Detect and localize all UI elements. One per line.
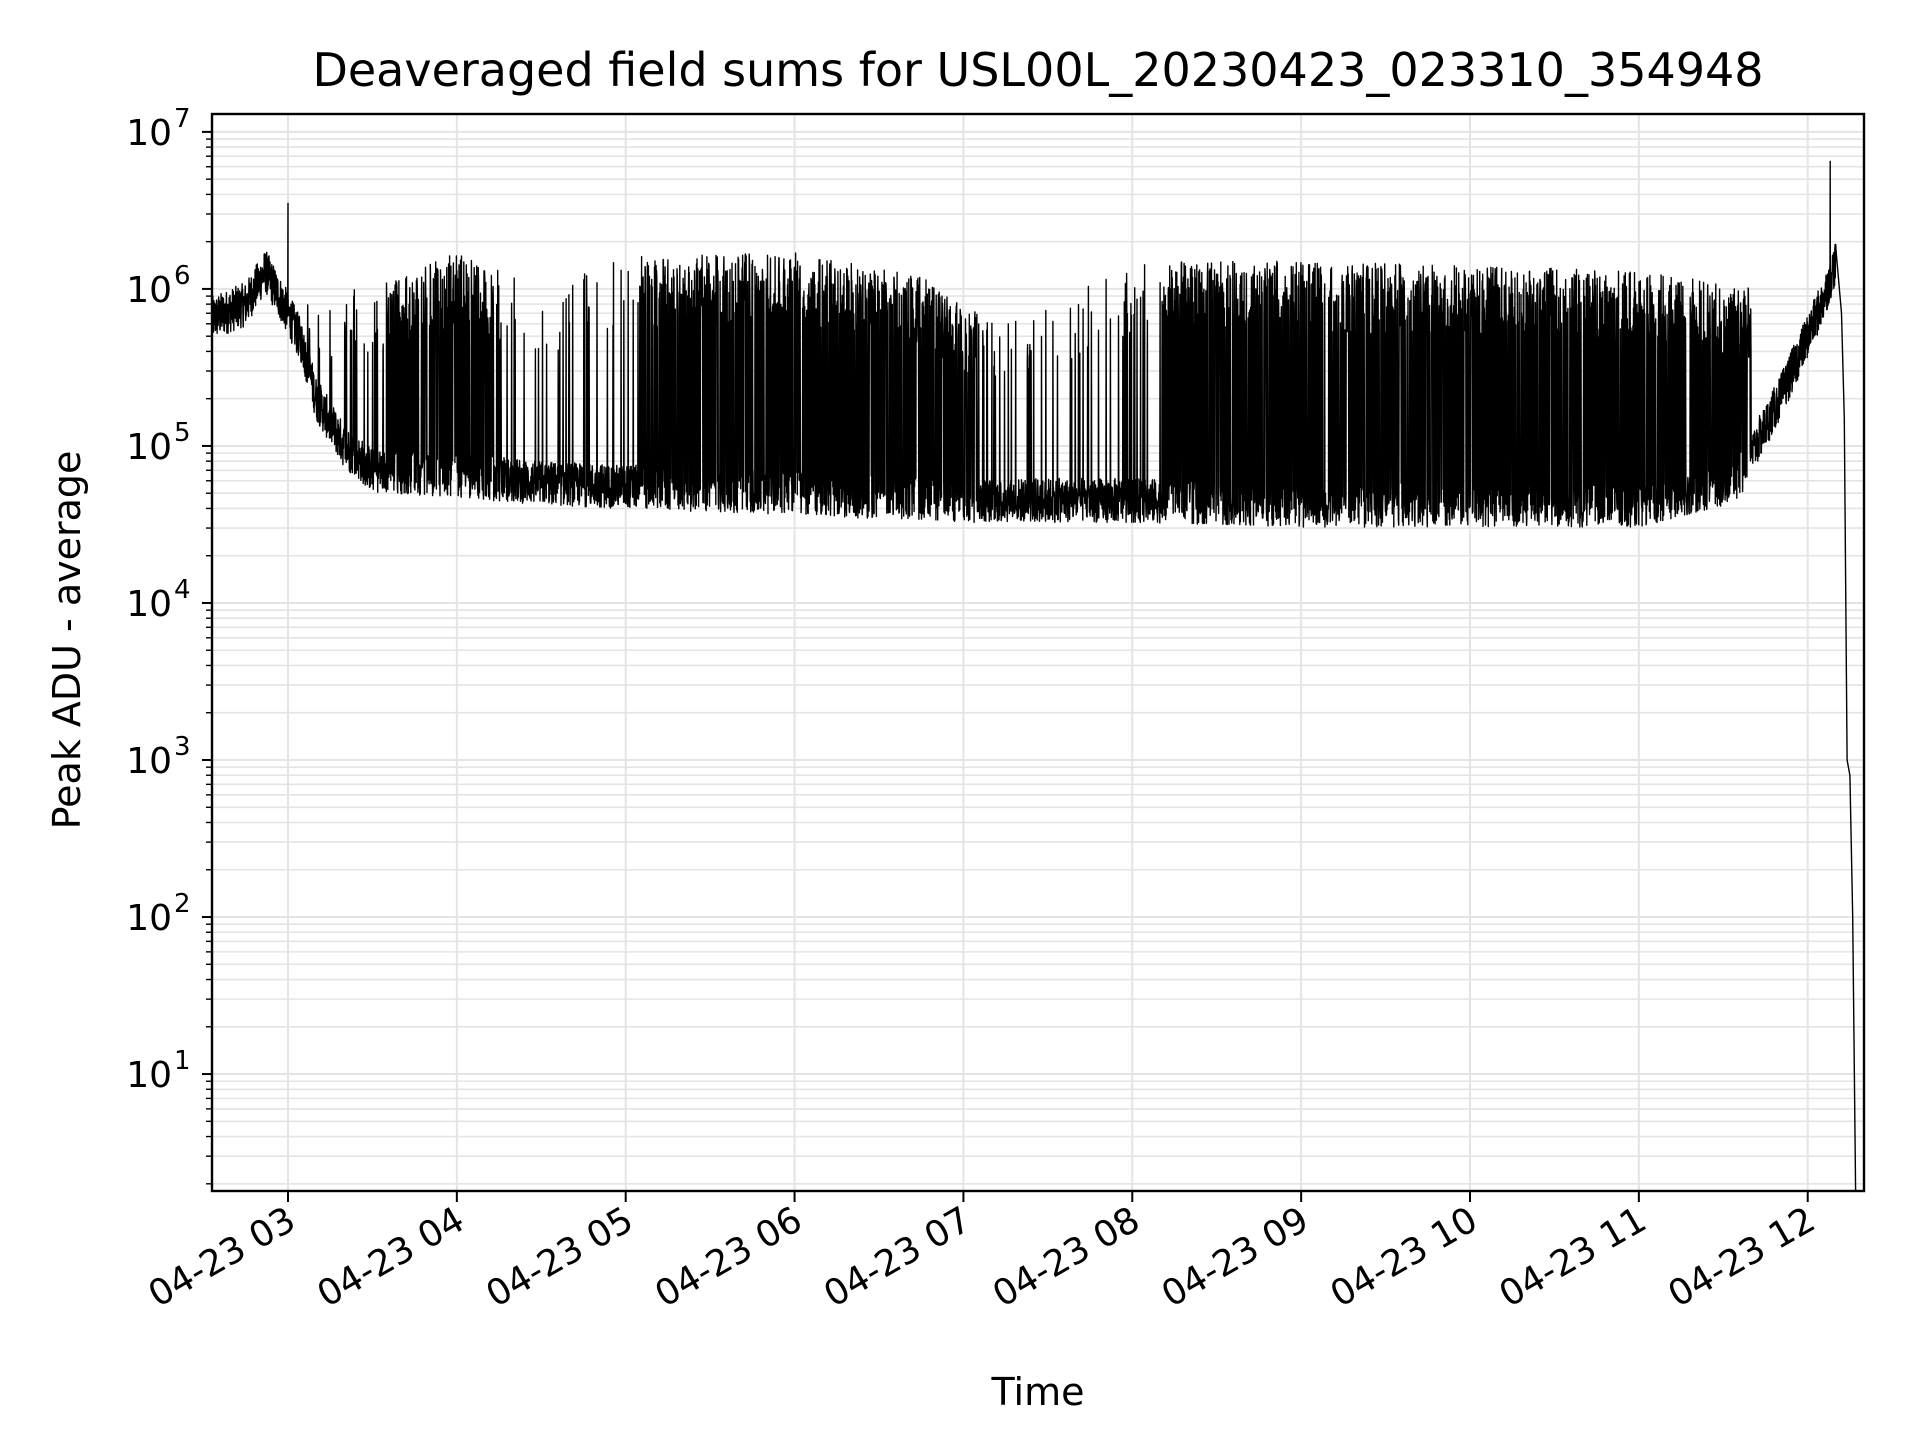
series-group (211, 160, 1857, 1192)
y-tick-exponent: 7 (174, 104, 191, 134)
y-tick-exponent: 1 (174, 1046, 191, 1076)
x-tick-label: 04-23 07 (817, 1199, 978, 1315)
x-tick-label: 04-23 06 (648, 1199, 809, 1315)
x-axis-label: Time (991, 1370, 1085, 1414)
y-tick-label: 10 (126, 113, 172, 154)
y-tick-exponent: 5 (174, 418, 191, 448)
y-axis-label: Peak ADU - average (45, 451, 89, 830)
y-tick-label: 10 (126, 427, 172, 468)
x-tick-label: 04-23 11 (1493, 1199, 1654, 1315)
y-tick-exponent: 4 (174, 575, 191, 605)
x-tick-label: 04-23 04 (311, 1199, 472, 1315)
x-tick-label: 04-23 10 (1324, 1199, 1485, 1315)
y-tick-label: 10 (126, 1055, 172, 1096)
x-tick-label: 04-23 08 (986, 1199, 1147, 1315)
x-tick-label: 04-23 12 (1662, 1199, 1823, 1315)
y-tick-label: 10 (126, 270, 172, 311)
y-tick-label: 10 (126, 584, 172, 625)
y-tick-exponent: 2 (174, 889, 191, 919)
plot-frame (210, 112, 1866, 1193)
chart-title: Deaveraged field sums for USL00L_2023042… (312, 43, 1763, 97)
y-tick-label: 10 (126, 898, 172, 939)
x-tick-label: 04-23 09 (1155, 1199, 1316, 1315)
axis-ticks: 04-23 03 04-23 04 04-23 05 04-23 06 04-23 07… (126, 104, 1822, 1316)
series-line (211, 160, 1857, 1192)
x-tick-label: 04-23 05 (480, 1199, 641, 1315)
y-tick-label: 10 (126, 741, 172, 782)
y-tick-exponent: 3 (174, 732, 191, 762)
x-tick-label: 04-23 03 (142, 1199, 303, 1315)
y-tick-exponent: 6 (174, 261, 191, 291)
